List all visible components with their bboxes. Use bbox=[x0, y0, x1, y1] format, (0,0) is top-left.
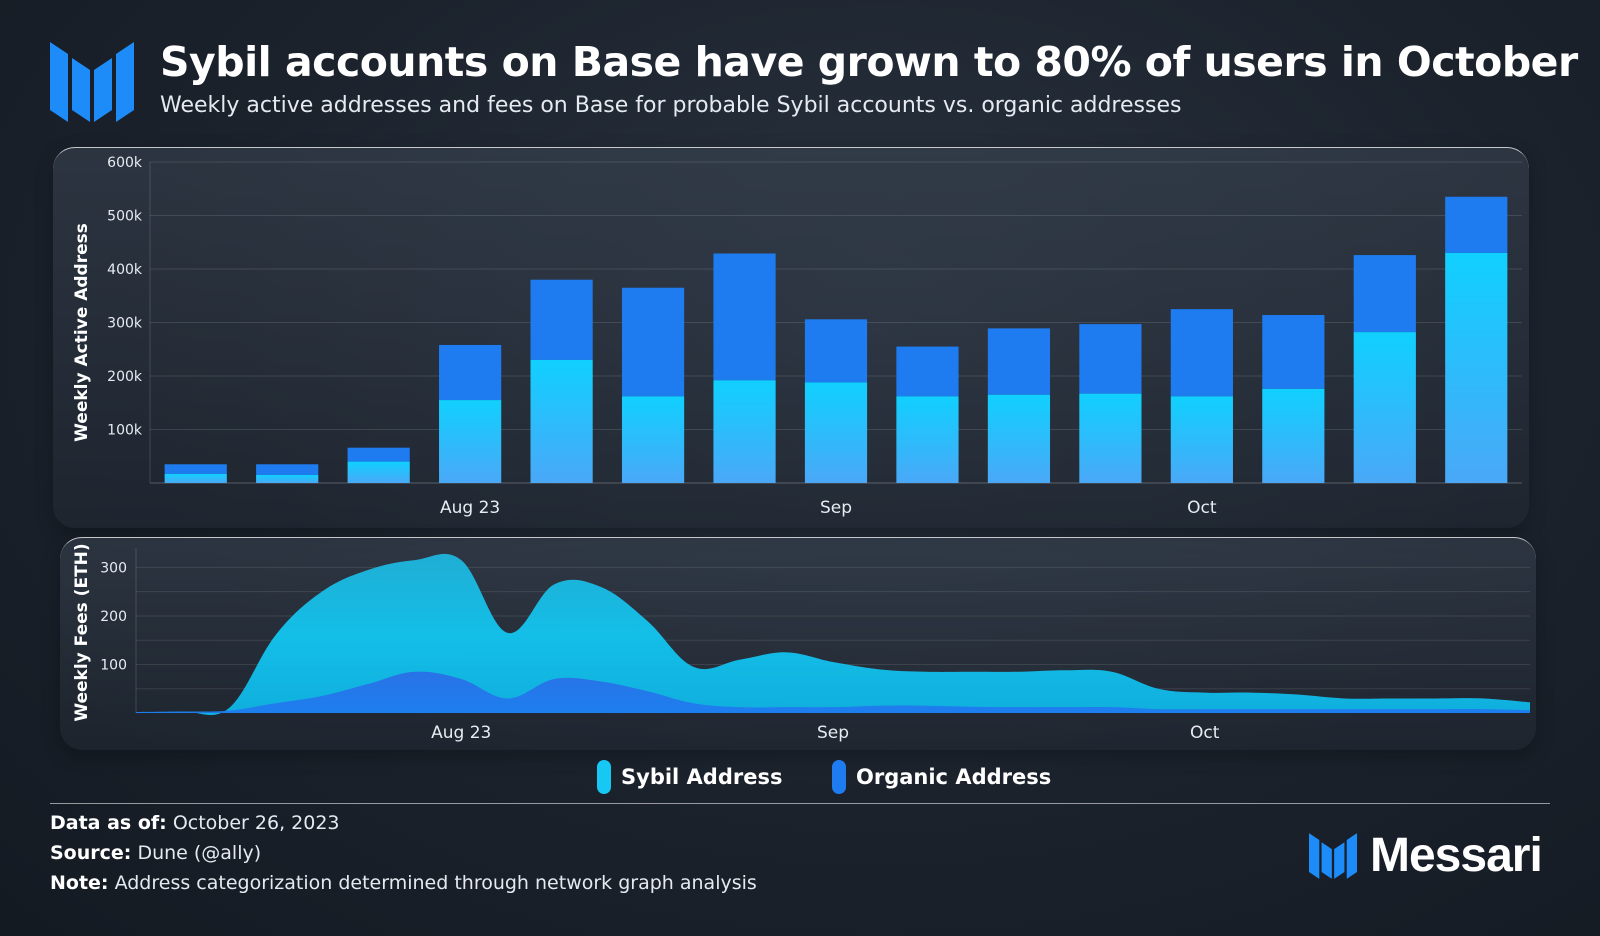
organic-bar bbox=[347, 447, 410, 462]
x-tick-label: Sep bbox=[820, 498, 852, 518]
sybil-bar bbox=[164, 473, 227, 483]
organic-bar bbox=[530, 279, 593, 360]
y-tick-label: 200k bbox=[107, 369, 143, 385]
data-as-of-line: Data as of: October 26, 2023 bbox=[50, 812, 340, 834]
messari-logo-small-icon bbox=[1309, 832, 1357, 879]
data-as-of-label: Data as of: bbox=[50, 812, 167, 834]
organic-swatch-icon bbox=[832, 760, 846, 794]
brand-logo: Messari bbox=[1308, 828, 1543, 883]
sybil-bar bbox=[1353, 332, 1416, 483]
note-line: Note: Address categorization determined … bbox=[50, 872, 757, 894]
organic-bar bbox=[1262, 315, 1325, 389]
sybil-bar bbox=[256, 474, 319, 483]
organic-bar bbox=[439, 344, 502, 401]
y-tick-label: 600k bbox=[107, 155, 143, 171]
organic-bar bbox=[1353, 255, 1416, 333]
sybil-bar bbox=[804, 382, 868, 483]
sybil-bar bbox=[987, 394, 1051, 483]
organic-bar bbox=[713, 253, 776, 381]
y-tick-label: 200 bbox=[100, 609, 127, 625]
sybil-bar bbox=[439, 400, 502, 483]
x-tick-label: Oct bbox=[1190, 723, 1220, 743]
organic-area bbox=[136, 671, 1530, 713]
organic-bar bbox=[896, 346, 959, 397]
organic-bar bbox=[256, 464, 319, 475]
y-axis-title: Weekly Fees (ETH) bbox=[72, 543, 92, 721]
sybil-bar bbox=[1170, 396, 1233, 483]
y-tick-label: 300 bbox=[100, 560, 127, 576]
sybil-bar bbox=[347, 461, 410, 483]
legend-item-organic: Organic Address bbox=[832, 760, 1051, 794]
sybil-bar bbox=[713, 380, 776, 483]
organic-bar bbox=[621, 287, 685, 397]
y-tick-label: 400k bbox=[107, 262, 143, 278]
sybil-bar bbox=[1445, 252, 1508, 483]
footer-divider bbox=[50, 803, 1550, 804]
sybil-bar bbox=[896, 396, 959, 483]
source-value: Dune (@ally) bbox=[137, 842, 262, 864]
sybil-area bbox=[136, 553, 1530, 716]
chart-subtitle: Weekly active addresses and fees on Base… bbox=[160, 93, 1182, 118]
chart-title: Sybil accounts on Base have grown to 80%… bbox=[160, 38, 1578, 86]
y-tick-label: 100 bbox=[100, 657, 127, 673]
x-tick-label: Sep bbox=[817, 723, 849, 743]
note-value: Address categorization determined throug… bbox=[114, 872, 757, 894]
sybil-bar bbox=[1262, 388, 1325, 483]
sybil-bar bbox=[1079, 393, 1142, 483]
x-tick-label: Aug 23 bbox=[431, 723, 491, 743]
source-label: Source: bbox=[50, 842, 132, 864]
y-tick-label: 300k bbox=[107, 316, 143, 332]
brand-name: Messari bbox=[1370, 829, 1543, 882]
legend-item-sybil: Sybil Address bbox=[597, 760, 782, 794]
legend-organic-label: Organic Address bbox=[856, 765, 1052, 789]
x-tick-label: Aug 23 bbox=[440, 498, 500, 518]
sybil-bar bbox=[530, 359, 593, 483]
note-label: Note: bbox=[50, 872, 109, 894]
y-tick-label: 100k bbox=[107, 423, 143, 439]
data-as-of-value: October 26, 2023 bbox=[172, 812, 340, 834]
organic-bar bbox=[1079, 324, 1142, 394]
organic-bar bbox=[164, 464, 227, 474]
source-line: Source: Dune (@ally) bbox=[50, 842, 261, 864]
sybil-bar bbox=[621, 396, 685, 483]
organic-bar bbox=[1170, 309, 1233, 397]
legend: Sybil Address Organic Address bbox=[0, 760, 1600, 800]
y-axis-title: Weekly Active Address bbox=[72, 223, 92, 442]
x-tick-label: Oct bbox=[1187, 498, 1217, 518]
organic-bar bbox=[987, 328, 1051, 395]
y-tick-label: 500k bbox=[107, 209, 143, 225]
organic-bar bbox=[804, 319, 868, 383]
organic-bar bbox=[1445, 196, 1508, 253]
legend-sybil-label: Sybil Address bbox=[621, 765, 783, 789]
messari-logo-icon bbox=[50, 40, 134, 128]
sybil-swatch-icon bbox=[597, 760, 611, 794]
